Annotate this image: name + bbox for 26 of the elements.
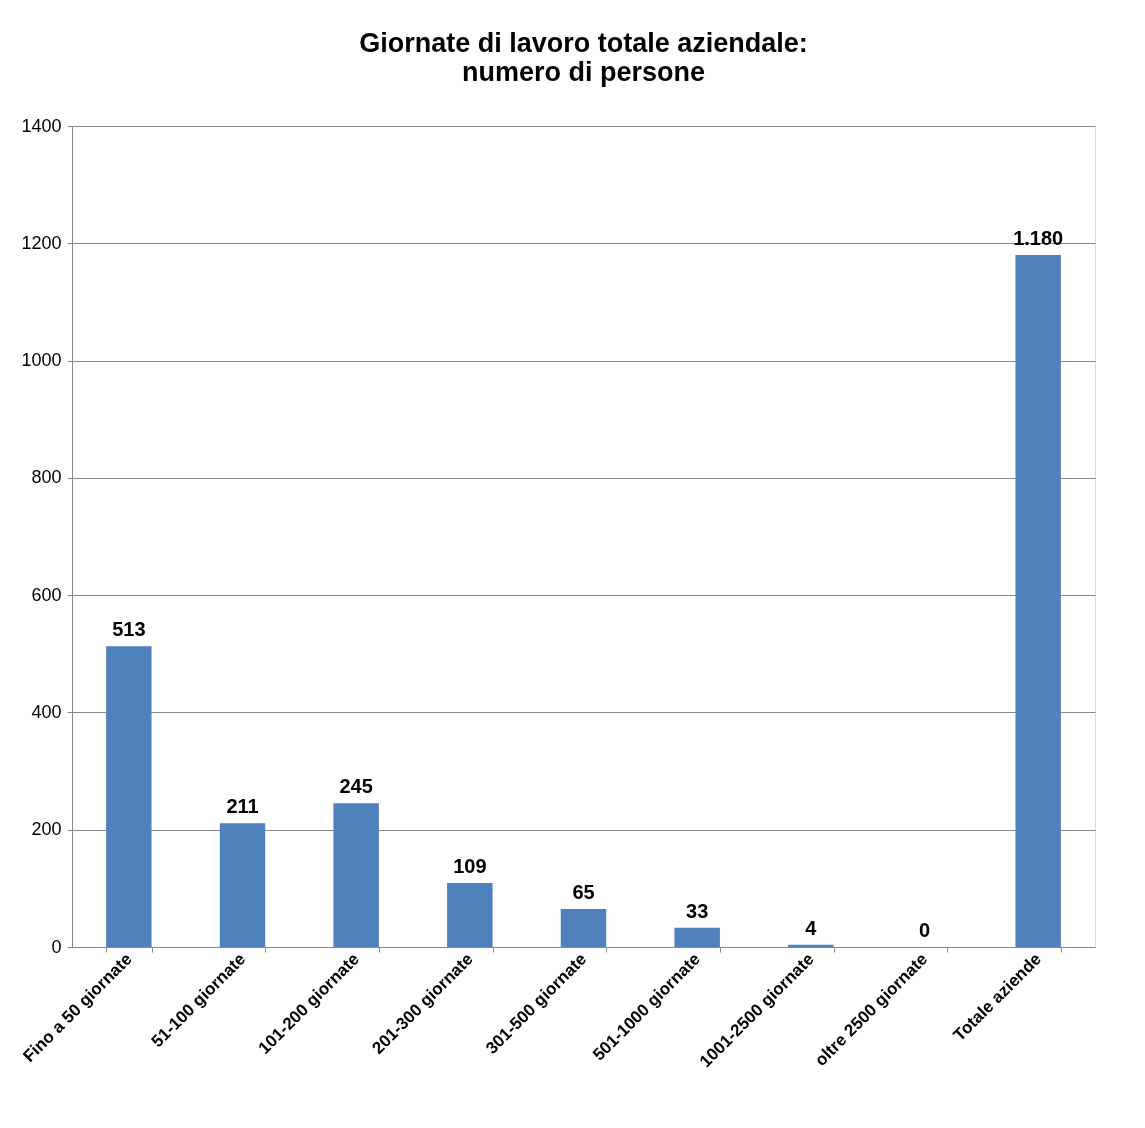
y-tick-label: 1400 <box>21 115 62 136</box>
bar <box>674 927 720 947</box>
y-tick-label: 1200 <box>21 232 62 253</box>
data-label: 245 <box>339 775 373 798</box>
text: Giornate di lavoro totale aziendale: <box>359 28 808 58</box>
data-label: 65 <box>572 880 595 903</box>
y-tick-label: 600 <box>31 584 62 605</box>
bar <box>219 823 266 947</box>
y-tick-label: 0 <box>51 936 62 957</box>
bar <box>560 908 607 947</box>
y-tick-label: 400 <box>31 701 62 722</box>
bar <box>447 883 493 947</box>
data-label: 0 <box>918 919 931 941</box>
data-label: 33 <box>686 899 709 922</box>
data-label: 109 <box>453 855 487 878</box>
bar <box>1015 255 1061 947</box>
data-label: 513 <box>112 618 146 641</box>
bar <box>106 646 152 947</box>
data-label: 211 <box>226 795 259 818</box>
y-tick-label: 1000 <box>21 350 62 371</box>
text: numero di persone <box>461 57 706 87</box>
data-label: 4 <box>805 916 818 939</box>
y-tick-label: 800 <box>31 467 62 488</box>
bar <box>333 803 379 947</box>
data-label: 1.180 <box>1013 227 1064 250</box>
y-tick-label: 200 <box>31 819 62 840</box>
